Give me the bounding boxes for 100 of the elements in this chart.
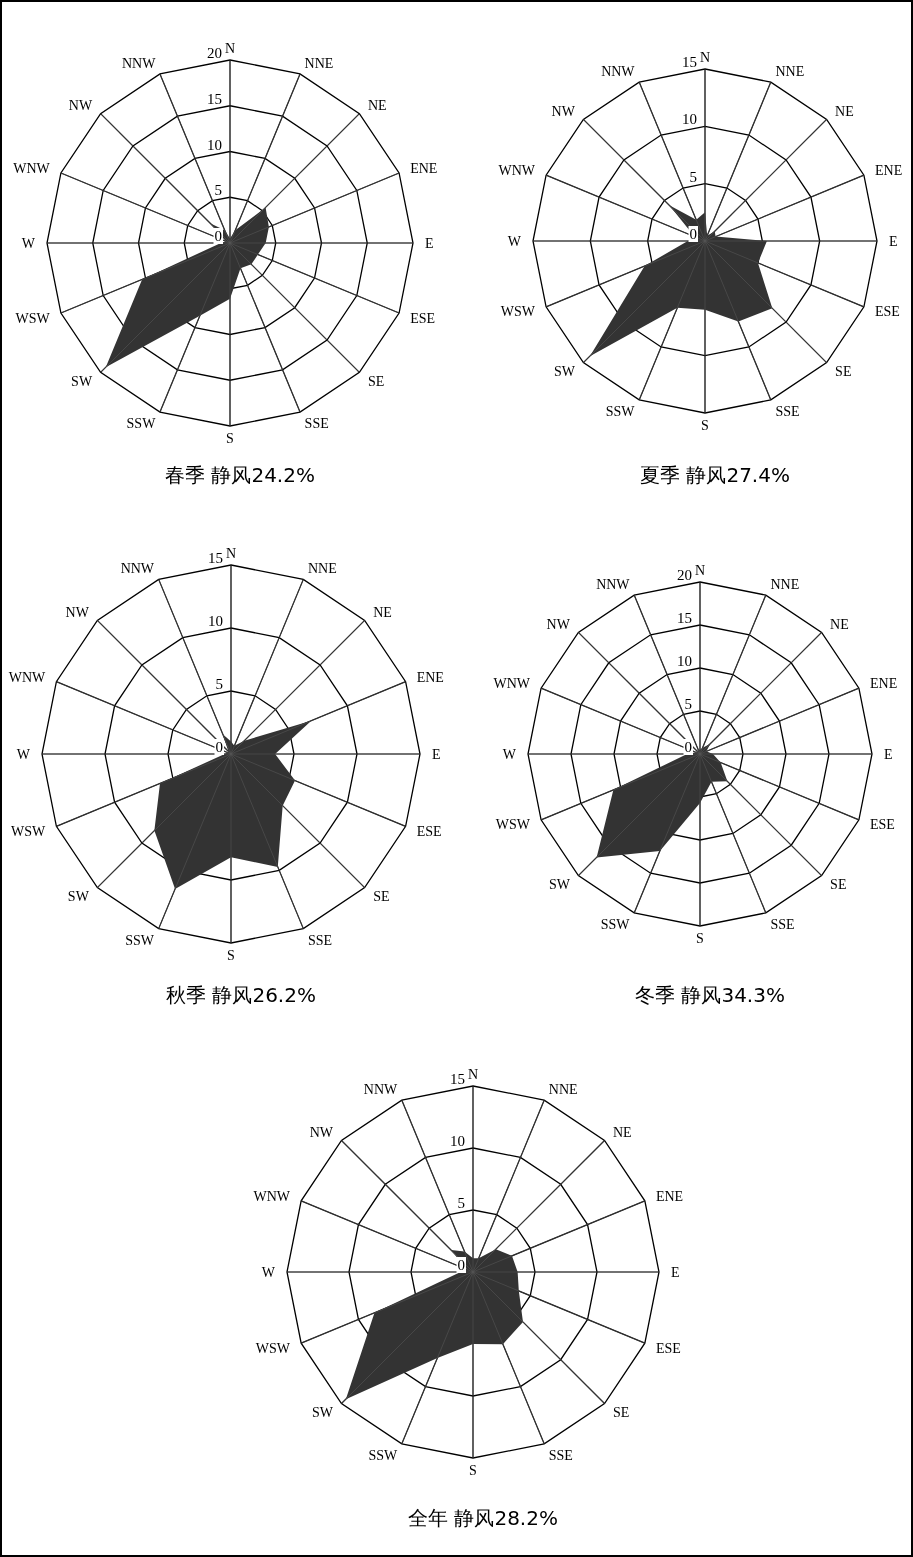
- spoke-label: NNW: [120, 561, 155, 577]
- y-tick-label: 0: [457, 1257, 465, 1273]
- spoke-label: E: [432, 746, 441, 762]
- spoke-label: W: [16, 746, 31, 762]
- spoke-label: NE: [830, 616, 849, 632]
- spoke-label: SSE: [775, 403, 800, 419]
- spoke-label: WNW: [8, 669, 47, 685]
- text: 夏季 静风27.4%: [640, 463, 790, 487]
- spoke-label: WSW: [15, 310, 51, 326]
- y-tick-label: 10: [208, 613, 223, 629]
- spoke-label: S: [696, 930, 704, 946]
- y-tick-label: 0: [689, 226, 697, 242]
- spoke-label: SSW: [600, 916, 631, 932]
- y-tick-label: 15: [682, 54, 697, 70]
- y-tick-label: 5: [457, 1195, 465, 1211]
- spoke-label: SW: [311, 1404, 334, 1420]
- spoke-label: NW: [309, 1124, 334, 1140]
- y-tick-label: 20: [207, 45, 222, 61]
- spoke-label: E: [884, 746, 893, 762]
- spoke-label: ESE: [869, 817, 895, 833]
- text: 秋季 静风26.2%: [166, 983, 316, 1007]
- spoke-label: N: [225, 545, 237, 561]
- spoke-label: SE: [830, 877, 847, 893]
- spoke-label: N: [224, 40, 236, 56]
- spoke-label: WSW: [255, 1340, 291, 1356]
- spoke-label: SSE: [304, 416, 329, 432]
- spoke-label: SSW: [125, 932, 155, 948]
- spoke-label: NNW: [601, 63, 636, 79]
- spoke-label: NE: [367, 98, 387, 114]
- spoke-label: ENE: [874, 163, 903, 179]
- spoke-label: NNE: [770, 576, 800, 592]
- spoke-label: SE: [835, 364, 852, 380]
- spoke-label: ENE: [416, 669, 444, 685]
- spoke-label: SE: [373, 889, 390, 905]
- spoke-label: W: [261, 1264, 276, 1280]
- spoke-label: NNW: [363, 1081, 399, 1097]
- y-tick-label: 10: [207, 136, 222, 153]
- y-tick-label: 15: [450, 1071, 465, 1087]
- y-tick-label: 5: [215, 676, 223, 692]
- spoke-label: NW: [65, 604, 90, 620]
- spoke-label: N: [699, 49, 711, 65]
- y-tick-label: 5: [684, 696, 692, 712]
- spoke-label: WSW: [11, 823, 47, 839]
- spoke-label: W: [21, 235, 36, 251]
- spoke-label: SE: [613, 1404, 630, 1420]
- spoke-label: W: [502, 746, 517, 762]
- spoke-label: ESE: [874, 304, 900, 320]
- spoke-label: WSW: [500, 304, 536, 320]
- spoke-label: NNE: [304, 55, 334, 71]
- y-tick-label: 0: [215, 739, 223, 755]
- spoke-label: S: [701, 417, 709, 433]
- spoke-label: WNW: [253, 1189, 291, 1205]
- text: 全年 静风28.2%: [408, 1506, 558, 1530]
- y-tick-label: 20: [677, 567, 692, 583]
- spoke-label: S: [227, 947, 235, 963]
- y-tick-label: 10: [677, 653, 692, 669]
- spoke-label: N: [694, 562, 706, 578]
- spoke-label: SSE: [770, 916, 795, 932]
- spoke-label: ESE: [655, 1340, 681, 1356]
- y-tick-label: 5: [689, 168, 697, 185]
- spoke-label: S: [226, 430, 234, 446]
- spoke-label: NNE: [775, 63, 805, 79]
- spoke-label: SW: [548, 877, 571, 893]
- spoke-label: NNW: [121, 55, 157, 71]
- spoke-label: NE: [613, 1124, 632, 1140]
- y-tick-label: 10: [450, 1133, 465, 1149]
- spoke-label: S: [469, 1462, 477, 1478]
- spoke-label: SE: [367, 373, 385, 389]
- spoke-label: NW: [68, 98, 93, 114]
- spoke-label: NNE: [548, 1081, 578, 1097]
- spoke-label: SW: [553, 364, 576, 380]
- text: 冬季 静风34.3%: [635, 983, 785, 1007]
- spoke-label: ESE: [416, 823, 442, 839]
- spoke-label: SSW: [126, 416, 157, 432]
- spoke-label: NW: [551, 103, 576, 119]
- spoke-label: ENE: [410, 161, 438, 177]
- spoke-label: SW: [71, 373, 93, 389]
- spoke-label: NNE: [307, 561, 337, 577]
- y-tick-label: 10: [682, 111, 697, 128]
- spoke-label: WNW: [493, 676, 531, 692]
- spoke-label: NW: [546, 616, 571, 632]
- spoke-label: ESE: [410, 310, 436, 326]
- spoke-label: E: [671, 1264, 680, 1280]
- spoke-label: SSE: [307, 932, 333, 948]
- y-tick-label: 0: [684, 739, 692, 755]
- y-tick-label: 15: [677, 610, 692, 626]
- spoke-label: SSE: [548, 1447, 573, 1463]
- spoke-label: ENE: [869, 676, 898, 692]
- spoke-label: NE: [835, 103, 854, 119]
- spoke-label: ENE: [655, 1189, 684, 1205]
- spoke-label: WSW: [495, 817, 531, 833]
- spoke-label: E: [889, 233, 898, 249]
- spoke-label: E: [425, 235, 434, 251]
- spoke-label: NNW: [596, 576, 631, 592]
- y-tick-label: 15: [208, 550, 223, 566]
- spoke-label: WNW: [498, 163, 536, 179]
- spoke-label: SSW: [368, 1447, 398, 1463]
- spoke-label: N: [467, 1066, 479, 1082]
- spoke-label: SW: [67, 889, 90, 905]
- spoke-label: NE: [373, 604, 392, 620]
